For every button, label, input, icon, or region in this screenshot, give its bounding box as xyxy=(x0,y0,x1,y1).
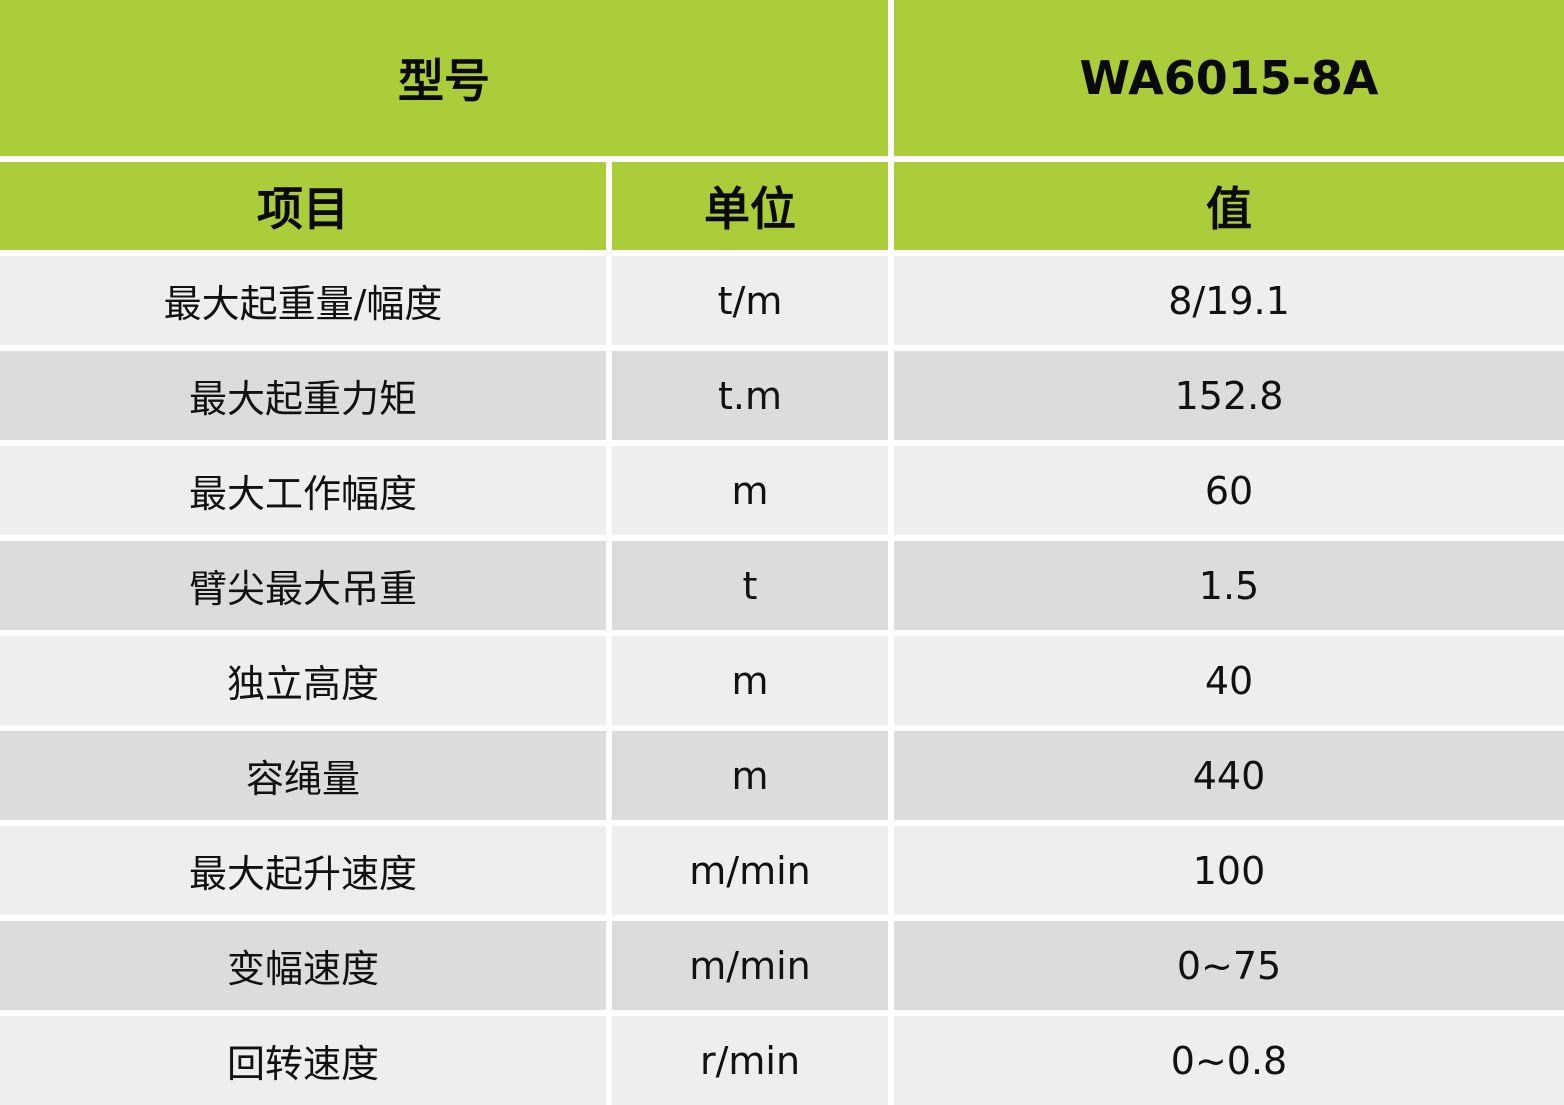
table-cell-unit: r/min xyxy=(612,1016,888,1105)
model-label: 型号 xyxy=(0,0,888,156)
table-cell-value: 40 xyxy=(894,636,1564,725)
column-header-unit: 单位 xyxy=(612,162,888,250)
table-cell-item: 独立高度 xyxy=(0,636,606,725)
table-cell-unit: m xyxy=(612,636,888,725)
table-cell-value: 1.5 xyxy=(894,541,1564,630)
table-cell-unit: m xyxy=(612,446,888,535)
table-cell-item: 最大工作幅度 xyxy=(0,446,606,535)
column-header-item: 项目 xyxy=(0,162,606,250)
table-cell-value: 440 xyxy=(894,731,1564,820)
model-value: WA6015-8A xyxy=(894,0,1564,156)
table-cell-item: 最大起升速度 xyxy=(0,826,606,915)
table-cell-unit: m/min xyxy=(612,826,888,915)
table-cell-item: 回转速度 xyxy=(0,1016,606,1105)
table-cell-item: 最大起重力矩 xyxy=(0,351,606,440)
table-cell-unit: m/min xyxy=(612,921,888,1010)
table-cell-value: 0~0.8 xyxy=(894,1016,1564,1105)
table-cell-value: 0~75 xyxy=(894,921,1564,1010)
table-cell-value: 100 xyxy=(894,826,1564,915)
table-cell-value: 60 xyxy=(894,446,1564,535)
table-cell-value: 152.8 xyxy=(894,351,1564,440)
table-cell-item: 容绳量 xyxy=(0,731,606,820)
table-cell-item: 臂尖最大吊重 xyxy=(0,541,606,630)
column-header-value: 值 xyxy=(894,162,1564,250)
table-cell-unit: t.m xyxy=(612,351,888,440)
table-cell-item: 变幅速度 xyxy=(0,921,606,1010)
table-cell-unit: m xyxy=(612,731,888,820)
table-cell-unit: t/m xyxy=(612,256,888,345)
table-cell-value: 8/19.1 xyxy=(894,256,1564,345)
table-cell-unit: t xyxy=(612,541,888,630)
table-cell-item: 最大起重量/幅度 xyxy=(0,256,606,345)
